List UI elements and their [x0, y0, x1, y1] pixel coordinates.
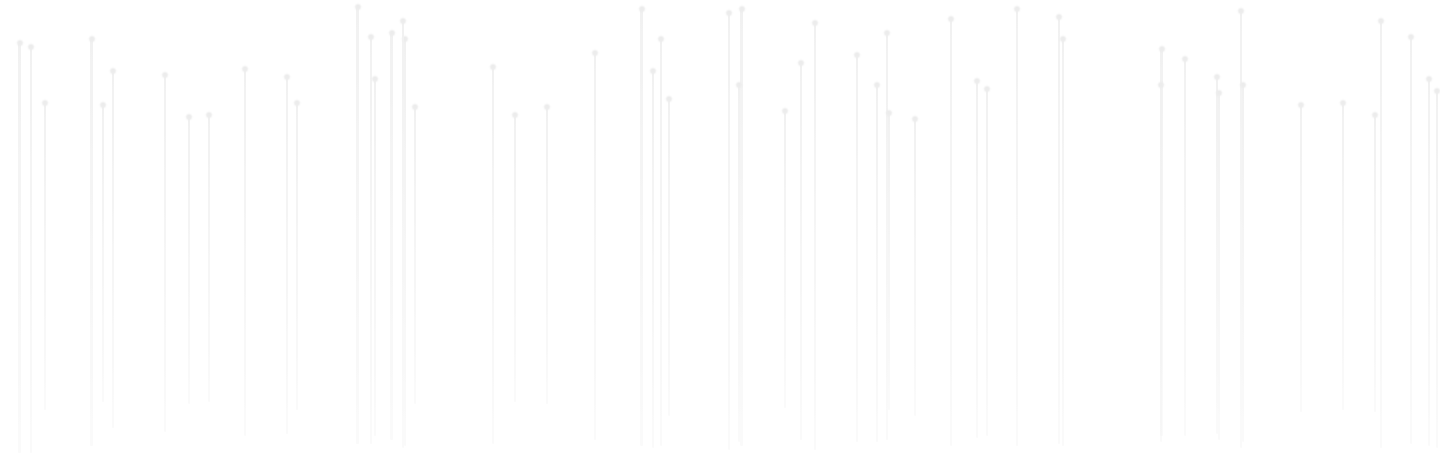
decorative-streak	[650, 68, 656, 448]
decorative-streak	[984, 86, 990, 436]
decorative-streak	[544, 104, 550, 404]
decorative-streak	[658, 36, 664, 446]
decorative-streak	[100, 102, 106, 402]
decorative-streak	[1214, 74, 1220, 434]
decorative-streak	[812, 20, 818, 450]
decorative-streak	[1372, 112, 1378, 412]
decorative-streak	[242, 66, 248, 436]
decorative-streak	[388, 30, 395, 440]
decorative-streak	[1056, 14, 1062, 444]
decorative-streak	[736, 82, 742, 442]
decorative-streak	[1434, 88, 1440, 448]
decorative-streak	[294, 100, 300, 410]
decorative-streak	[110, 68, 116, 428]
decorative-streak	[42, 100, 48, 410]
decorative-streak	[400, 18, 406, 448]
decorative-streak	[1298, 102, 1304, 412]
decorative-streak	[16, 40, 23, 453]
decorative-streak	[948, 16, 954, 446]
decorative-streak	[1216, 90, 1222, 440]
decorative-streak	[512, 112, 518, 402]
decorative-streak	[368, 34, 374, 444]
decorative-streak	[1014, 6, 1020, 446]
decorative-streak	[738, 6, 745, 446]
decorative-streak	[884, 30, 890, 440]
decorative-streak	[798, 60, 804, 440]
decorative-streak	[886, 110, 892, 410]
decorative-streak	[206, 112, 212, 402]
decorative-streak	[372, 76, 378, 436]
decorative-streak	[490, 64, 496, 444]
decorative-streak	[592, 50, 598, 440]
decorative-streak	[1158, 46, 1165, 436]
decorative-streak	[726, 10, 732, 450]
decorative-streak	[1378, 18, 1384, 448]
decorative-streak	[666, 96, 672, 416]
decorative-streak	[28, 44, 34, 453]
decorative-streak	[782, 108, 788, 408]
decorative-streak	[1060, 36, 1066, 446]
decorative-streak	[284, 74, 290, 434]
decorative-streak	[1182, 56, 1188, 436]
decorative-streak	[1238, 8, 1244, 448]
decorative-streak	[1408, 34, 1414, 444]
decorative-streak	[874, 82, 880, 442]
decorative-streak	[1426, 76, 1432, 446]
decorative-streak	[88, 36, 95, 446]
decorative-streak	[1158, 82, 1164, 442]
decorative-streak	[162, 72, 168, 432]
decorative-streak	[412, 104, 418, 404]
decorative-streak	[1240, 82, 1246, 442]
decorative-streak	[638, 6, 645, 446]
decorative-streak	[354, 4, 361, 444]
decorative-streak	[912, 116, 918, 416]
decorative-streak	[854, 52, 860, 442]
decorative-streak	[1340, 100, 1346, 410]
decorative-streak	[186, 114, 192, 404]
decorative-streak	[974, 78, 980, 438]
decorative-streak	[402, 36, 408, 446]
